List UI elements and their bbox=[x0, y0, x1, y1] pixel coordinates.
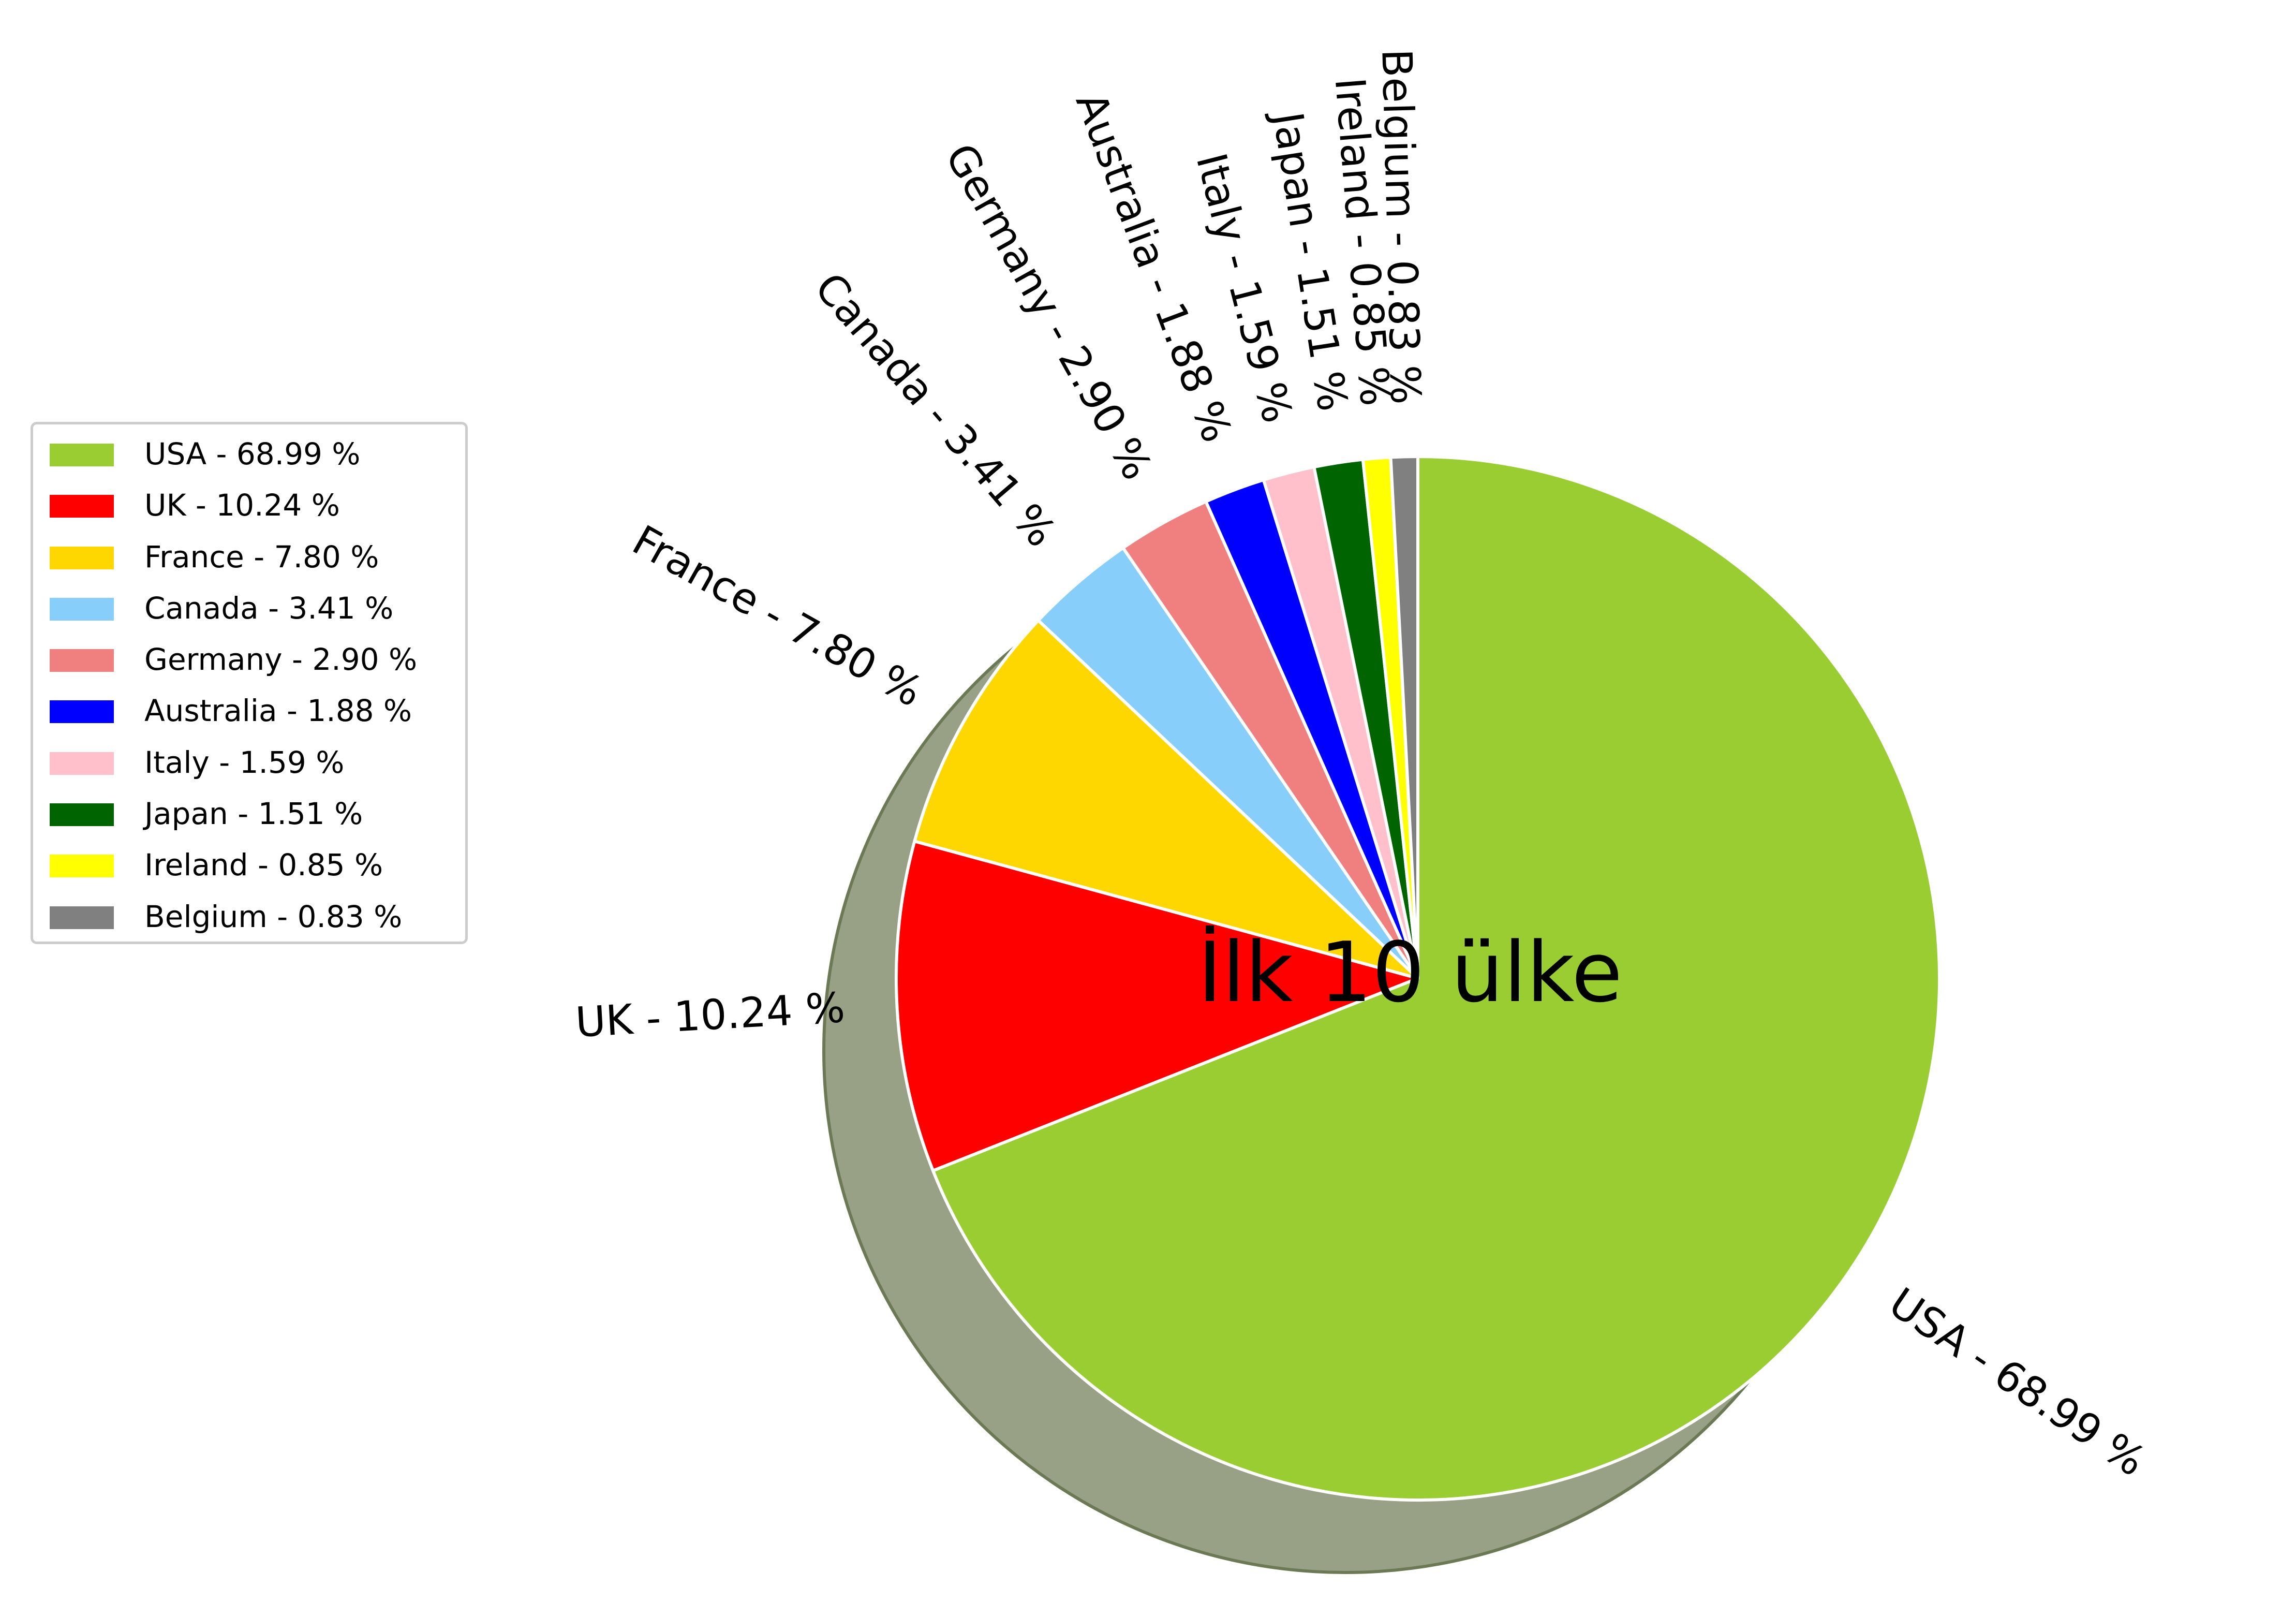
legend-swatch bbox=[50, 906, 114, 929]
legend-label: Germany - 2.90 % bbox=[144, 642, 418, 678]
legend-item-australia: Australia - 1.88 % bbox=[33, 689, 465, 740]
legend-label: UK - 10.24 % bbox=[144, 488, 340, 523]
pie-slice-uk bbox=[895, 840, 1419, 1172]
legend-label: Belgium - 0.83 % bbox=[144, 899, 403, 934]
legend-item-ireland: Ireland - 0.85 % bbox=[33, 843, 465, 894]
pie-slice-usa bbox=[931, 455, 1941, 1502]
legend-label: USA - 68.99 % bbox=[144, 436, 361, 472]
legend-item-italy: Italy - 1.59 % bbox=[33, 741, 465, 792]
legend-item-usa: USA - 68.99 % bbox=[33, 432, 465, 483]
legend-label: France - 7.80 % bbox=[144, 539, 379, 575]
legend-item-uk: UK - 10.24 % bbox=[33, 483, 465, 535]
chart-legend: USA - 68.99 % UK - 10.24 % France - 7.80 %… bbox=[31, 422, 468, 944]
pie-slice-canada bbox=[1036, 546, 1419, 980]
legend-swatch bbox=[50, 444, 114, 466]
legend-swatch bbox=[50, 597, 114, 621]
legend-swatch bbox=[50, 495, 114, 518]
pie-slice-belgium bbox=[1389, 455, 1419, 980]
legend-swatch bbox=[50, 546, 114, 569]
slice-label-france: France - 7.80 % bbox=[625, 516, 930, 716]
legend-label: Italy - 1.59 % bbox=[144, 744, 345, 780]
legend-item-canada: Canada - 3.41 % bbox=[33, 586, 465, 638]
pie-slice-france bbox=[913, 619, 1419, 980]
legend-label: Canada - 3.41 % bbox=[144, 590, 394, 626]
legend-label: Australia - 1.88 % bbox=[144, 693, 412, 729]
legend-swatch bbox=[50, 700, 114, 724]
pie-slices bbox=[895, 455, 1941, 1502]
legend-item-japan: Japan - 1.51 % bbox=[33, 792, 465, 843]
legend-label: Ireland - 0.85 % bbox=[144, 847, 383, 883]
legend-swatch bbox=[50, 752, 114, 775]
slice-label-uk: UK - 10.24 % bbox=[574, 983, 847, 1047]
slice-label-belgium: Belgium - 0.83 % bbox=[1372, 48, 1430, 405]
legend-swatch bbox=[50, 855, 114, 878]
legend-item-belgium: Belgium - 0.83 % bbox=[33, 895, 465, 946]
legend-item-france: France - 7.80 % bbox=[33, 535, 465, 586]
slice-label-usa: USA - 68.99 % bbox=[1880, 1278, 2154, 1486]
legend-item-germany: Germany - 2.90 % bbox=[33, 638, 465, 689]
center-title: İlk 10 ülke bbox=[1198, 924, 1623, 1021]
legend-swatch bbox=[50, 649, 114, 672]
legend-label: Japan - 1.51 % bbox=[144, 796, 363, 832]
legend-swatch bbox=[50, 803, 114, 827]
